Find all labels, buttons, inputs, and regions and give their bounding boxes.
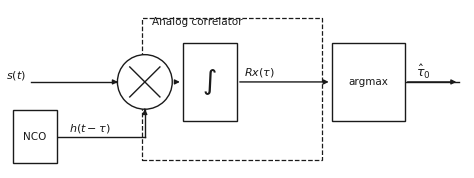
Bar [12, 110, 57, 163]
Bar [182, 43, 237, 121]
Bar [143, 18, 322, 160]
Text: $h(t-\tau)$: $h(t-\tau)$ [69, 122, 111, 135]
Text: Analog correlator: Analog correlator [152, 17, 242, 27]
Text: $\int$: $\int$ [202, 67, 217, 97]
Text: $s(t)$: $s(t)$ [6, 69, 26, 82]
Text: $Rx(\tau)$: $Rx(\tau)$ [244, 66, 275, 79]
Text: argmax: argmax [348, 77, 388, 87]
Ellipse shape [118, 55, 172, 109]
Text: $\hat{\tau}_0$: $\hat{\tau}_0$ [416, 63, 430, 81]
Text: NCO: NCO [23, 132, 46, 142]
Bar [331, 43, 405, 121]
